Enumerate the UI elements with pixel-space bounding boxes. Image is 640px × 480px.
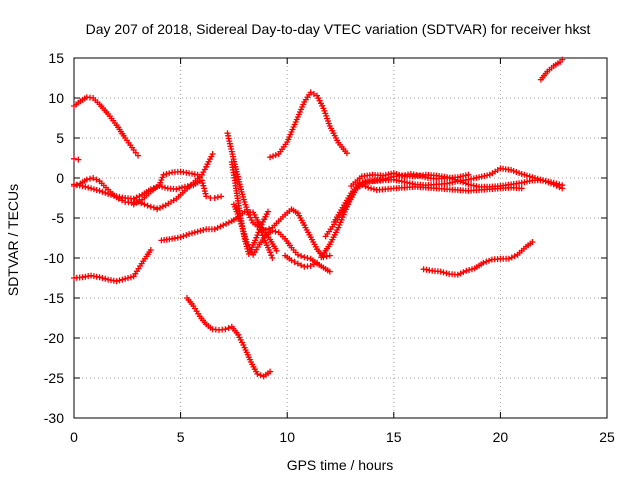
series-arc15 bbox=[282, 252, 320, 270]
x-tick-label: 5 bbox=[177, 429, 185, 445]
series-arc13 bbox=[254, 219, 276, 261]
y-tick-label: -30 bbox=[44, 410, 64, 426]
x-axis-label: GPS time / hours bbox=[287, 457, 394, 473]
series-arc20 bbox=[420, 239, 536, 278]
series-arc2 bbox=[71, 155, 82, 163]
axis-ticks: 0 5 10 15 20 25 -30 -25 -20 -15 -10 -5 0 5 10 15 bbox=[44, 50, 615, 445]
x-tick-label: 10 bbox=[279, 429, 295, 445]
y-tick-label: 10 bbox=[48, 90, 64, 106]
series-arc19 bbox=[348, 170, 566, 190]
series-arc5 bbox=[71, 247, 154, 285]
x-tick-label: 25 bbox=[599, 429, 615, 445]
data-point-markers bbox=[130, 168, 225, 208]
y-tick-label: -20 bbox=[44, 330, 64, 346]
y-axis-label: SDTVAR / TECUs bbox=[5, 184, 21, 296]
data-point-markers bbox=[348, 170, 566, 190]
x-tick-label: 15 bbox=[386, 429, 402, 445]
data-point-markers bbox=[420, 239, 536, 278]
data-point-markers bbox=[71, 94, 141, 159]
x-tick-label: 20 bbox=[493, 429, 509, 445]
series-arc14 bbox=[267, 89, 350, 161]
plot-frame bbox=[73, 57, 608, 419]
x-tick-label: 0 bbox=[70, 429, 78, 445]
y-tick-label: 0 bbox=[56, 170, 64, 186]
series-arc6 bbox=[130, 168, 225, 208]
data-point-markers bbox=[254, 219, 276, 261]
data-point-markers bbox=[184, 295, 274, 380]
series-arc9 bbox=[184, 295, 274, 380]
data-point-markers bbox=[71, 155, 82, 163]
chart-title: Day 207 of 2018, Sidereal Day-to-day VTE… bbox=[86, 21, 591, 37]
y-tick-label: -10 bbox=[44, 250, 64, 266]
data-point-markers bbox=[537, 56, 566, 83]
series-arc21 bbox=[537, 56, 566, 83]
gridlines bbox=[74, 58, 607, 418]
y-tick-label: -5 bbox=[52, 210, 65, 226]
data-point-markers bbox=[71, 247, 154, 285]
data-point-markers bbox=[267, 89, 350, 161]
series-arc7 bbox=[154, 151, 216, 213]
data-point-markers bbox=[154, 151, 216, 213]
y-tick-label: 5 bbox=[56, 130, 64, 146]
data-point-markers bbox=[224, 130, 333, 261]
y-tick-label: -15 bbox=[44, 290, 64, 306]
series-arc10 bbox=[224, 130, 333, 261]
series-arc1 bbox=[71, 94, 141, 159]
y-tick-label: -25 bbox=[44, 370, 64, 386]
data-points bbox=[71, 56, 566, 380]
y-tick-label: 15 bbox=[48, 50, 64, 66]
data-point-markers bbox=[282, 252, 320, 270]
